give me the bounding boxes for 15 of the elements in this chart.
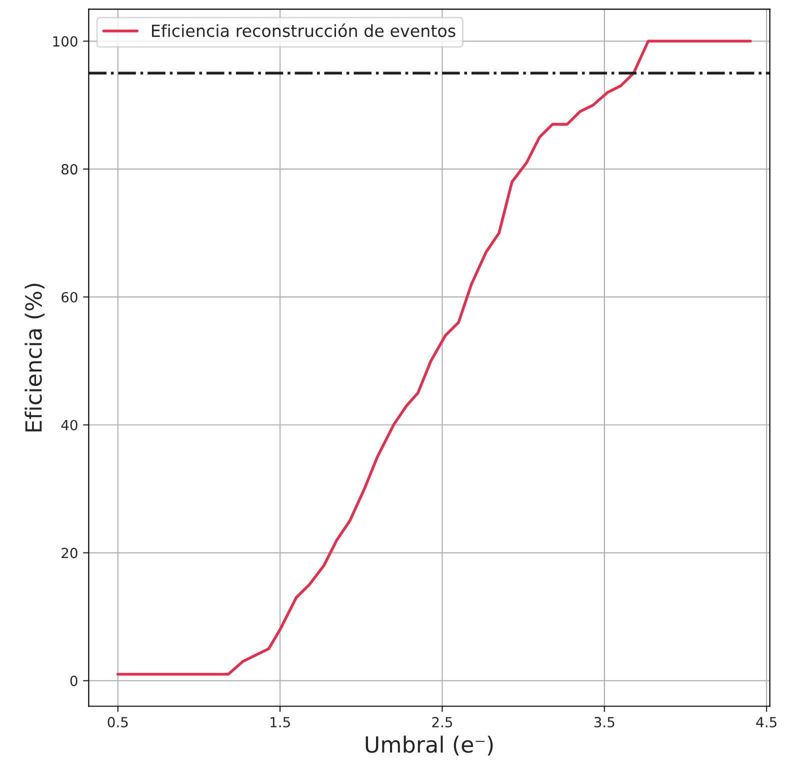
- x-tick-label: 2.5: [432, 716, 452, 728]
- x-tick-label: 4.5: [756, 717, 776, 728]
- x-tick-label: 1.5: [270, 717, 290, 728]
- y-tick-label: 100: [53, 36, 78, 47]
- y-tick-label: 80: [62, 164, 78, 175]
- y-tick-label: 40: [61, 420, 78, 430]
- line-series: [116, 40, 752, 676]
- x-axis-title: Umbral (e⁻): [366, 736, 493, 756]
- legend-label: Eficiencia reconstrucción de eventos: [152, 24, 456, 38]
- y-tick-label: 0: [70, 676, 78, 686]
- y-tick-label: 20: [62, 548, 78, 558]
- y-axis-title: Eficiencia (%): [24, 284, 45, 432]
- x-tick-label: 3.5: [594, 716, 614, 728]
- y-tick-label: 60: [62, 292, 78, 302]
- x-tick-label: 0.5: [108, 716, 128, 728]
